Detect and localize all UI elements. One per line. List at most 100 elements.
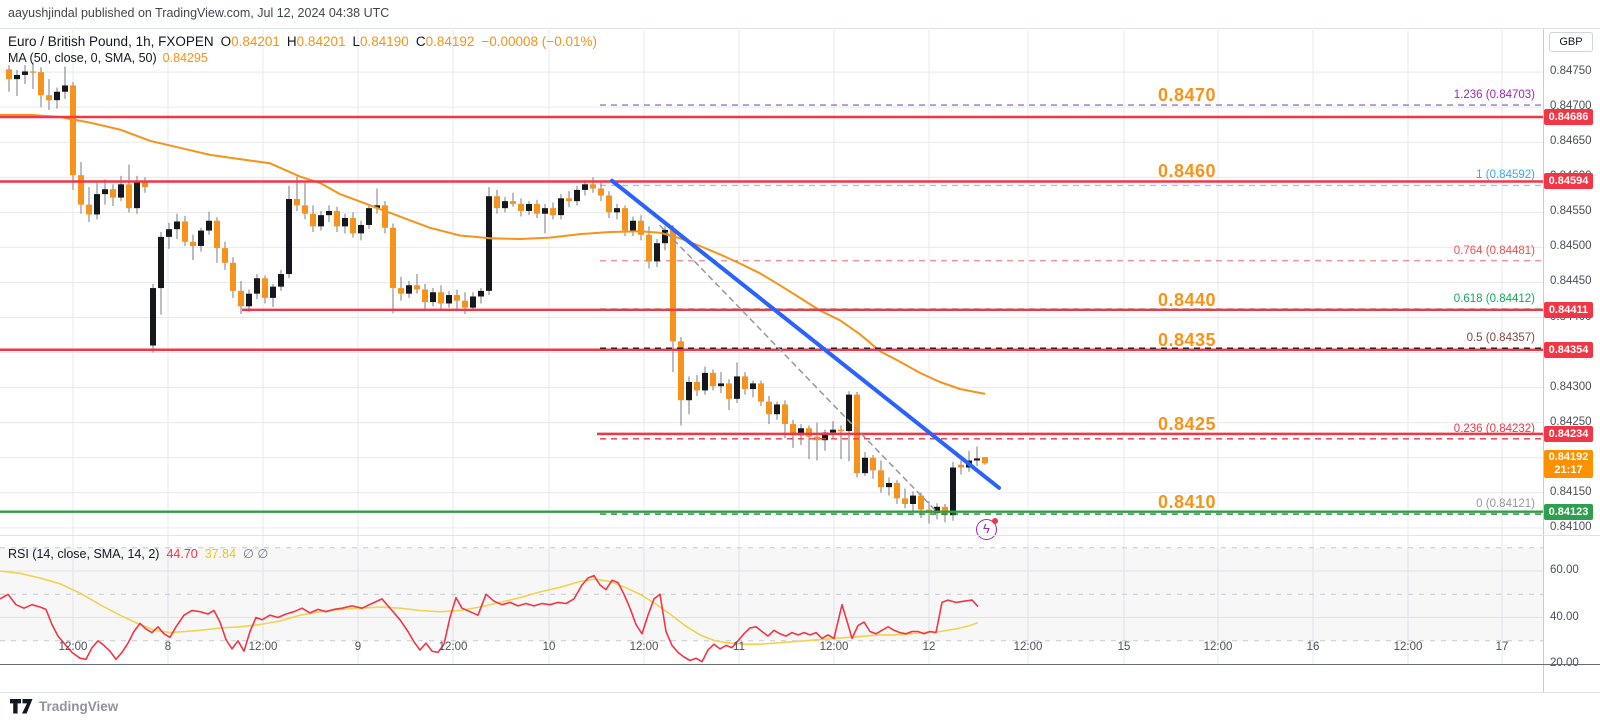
- candle-body: [462, 300, 468, 308]
- ma-label[interactable]: MA (50, close, 0, SMA, 50): [8, 51, 157, 65]
- bar-countdown: 21:17: [1554, 464, 1583, 476]
- trendline[interactable]: [659, 224, 937, 512]
- change-value: −0.00008 (−0.01%): [481, 34, 597, 49]
- candle-body: [30, 71, 36, 73]
- candle-body: [326, 210, 332, 216]
- candle-body: [574, 189, 580, 202]
- candle-body: [622, 208, 628, 231]
- candle-body: [406, 285, 412, 294]
- candle-body: [414, 285, 420, 290]
- candle-body: [534, 203, 540, 214]
- candle-body: [6, 69, 12, 80]
- candle-body: [878, 470, 884, 488]
- candle-body: [78, 175, 84, 205]
- candle-body: [718, 383, 724, 387]
- currency-unit-button[interactable]: GBP: [1549, 32, 1593, 52]
- candle-body: [614, 208, 620, 213]
- rsi-placeholder-values: ∅ ∅: [243, 547, 269, 561]
- candle-body: [486, 196, 492, 291]
- candle-body: [286, 199, 292, 275]
- candle-body: [542, 208, 548, 214]
- rsi-line[interactable]: [0, 574, 979, 663]
- candle-body: [798, 428, 804, 436]
- candle-body: [358, 224, 364, 234]
- candle-body: [22, 71, 28, 75]
- rsi-label[interactable]: RSI (14, close, SMA, 14, 2): [8, 547, 160, 561]
- candle-body: [470, 296, 476, 308]
- candle-body: [806, 428, 812, 437]
- candle-body: [142, 181, 148, 188]
- candle-body: [46, 95, 52, 101]
- publish-attribution: aayushjindal published on TradingView.co…: [8, 6, 390, 20]
- low-value: 0.84190: [360, 34, 409, 49]
- rsi-legend[interactable]: RSI (14, close, SMA, 14, 2) 44.70 37.84 ∅ ∅: [8, 546, 268, 561]
- candle-body: [510, 201, 516, 204]
- candle-body: [734, 376, 740, 399]
- candle-body: [494, 196, 500, 209]
- chart-frame[interactable]: 0.84750 0.84700 0.84650 0.84600 0.84550 0.845…: [0, 28, 1600, 693]
- candle-body: [478, 290, 484, 297]
- candle-body: [366, 208, 372, 225]
- candle-body: [254, 278, 260, 294]
- symbol-title[interactable]: Euro / British Pound, 1h, FXOPEN: [8, 34, 214, 49]
- candle-body: [518, 203, 524, 211]
- candle-body: [838, 429, 844, 432]
- candle-body: [766, 401, 772, 415]
- candle-body: [454, 295, 460, 301]
- candle-body: [646, 234, 652, 262]
- candle-body: [166, 229, 172, 237]
- candle-body: [790, 424, 796, 436]
- candle-body: [702, 372, 708, 391]
- time-axis-border: [0, 664, 1600, 665]
- candle-body: [918, 495, 924, 510]
- candle-body: [566, 198, 572, 202]
- candle-body: [598, 188, 604, 196]
- ma50-line[interactable]: [0, 113, 986, 395]
- candle-body: [726, 383, 732, 399]
- candle-body: [70, 85, 76, 176]
- lightning-idea-icon[interactable]: ϟ: [976, 518, 998, 540]
- candle-body: [958, 464, 964, 468]
- candle-body: [294, 199, 300, 206]
- candle-body: [662, 229, 668, 244]
- candle-body: [974, 458, 980, 461]
- candle-body: [62, 85, 68, 92]
- candle-body: [550, 208, 556, 216]
- ma-legend[interactable]: MA (50, close, 0, SMA, 50) 0.84295: [8, 51, 208, 65]
- candle-body: [134, 181, 140, 209]
- open-value: 0.84201: [231, 34, 280, 49]
- candle-body: [782, 404, 788, 425]
- candle-body: [206, 220, 212, 231]
- candle-body: [902, 498, 908, 504]
- symbol-legend[interactable]: Euro / British Pound, 1h, FXOPEN O0.84201…: [8, 34, 597, 49]
- candle-body: [126, 184, 132, 209]
- candle-body: [422, 289, 428, 303]
- open-key: O: [220, 34, 232, 49]
- candle-body: [110, 189, 116, 198]
- candle-body: [742, 376, 748, 390]
- candle-body: [774, 404, 780, 415]
- candle-body: [374, 205, 380, 209]
- candle-body: [238, 290, 244, 307]
- footer-brand[interactable]: TradingView: [10, 697, 118, 715]
- rsi-ma-line[interactable]: [0, 570, 979, 646]
- candle-body: [502, 201, 508, 209]
- candle-body: [934, 506, 940, 514]
- candle-body: [390, 227, 396, 289]
- candle-body: [670, 229, 676, 342]
- candle-body: [214, 220, 220, 249]
- candle-body: [94, 194, 100, 215]
- candle-body: [822, 432, 828, 441]
- candle-body: [886, 482, 892, 488]
- candle-body: [398, 288, 404, 294]
- high-value: 0.84201: [296, 34, 346, 49]
- trendline[interactable]: [610, 178, 1001, 490]
- pane-separator[interactable]: [0, 535, 1600, 536]
- lightning-bolt-glyph: ϟ: [983, 521, 990, 536]
- tradingview-logo-icon: [10, 698, 33, 713]
- candle-body: [582, 184, 588, 190]
- candle-body: [814, 436, 820, 441]
- candle-body: [558, 198, 564, 216]
